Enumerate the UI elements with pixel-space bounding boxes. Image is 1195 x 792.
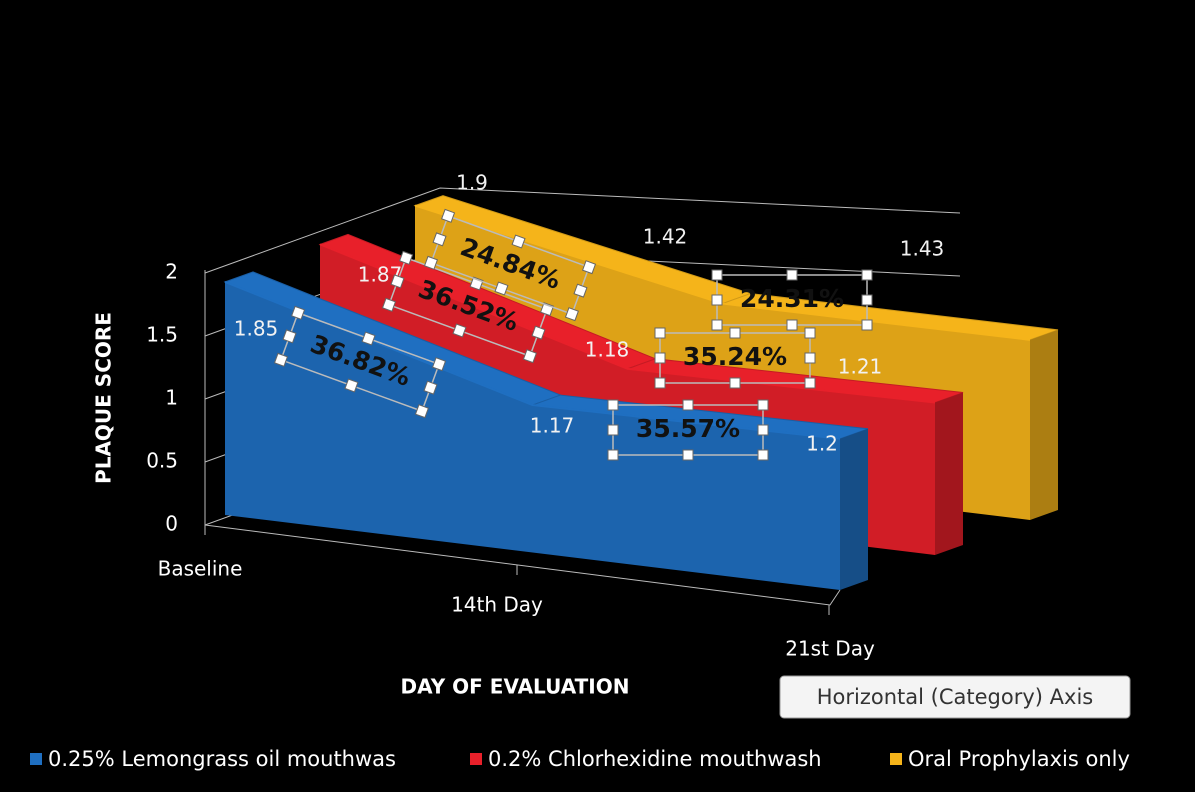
legend-swatch — [890, 753, 902, 765]
x-tick-label: Baseline — [158, 557, 243, 581]
selection-handle — [654, 352, 666, 364]
selection-handle — [361, 331, 376, 346]
selection-handle — [786, 269, 798, 281]
data-label: 1.43 — [900, 237, 945, 261]
selection-handle — [804, 377, 816, 389]
selection-handle — [344, 378, 359, 393]
y-axis-title: PLAQUE SCORE — [92, 312, 116, 484]
annotation: 24.31% — [711, 269, 873, 331]
selection-handle — [531, 325, 546, 340]
area-side-face — [840, 428, 868, 590]
selection-handle — [282, 329, 297, 344]
area-face — [225, 281, 840, 590]
area-top-edge — [319, 243, 936, 404]
annotation: 35.24% — [654, 327, 816, 389]
selection-handle — [607, 424, 619, 436]
selection-handle — [494, 281, 509, 296]
selection-handle — [682, 399, 694, 411]
selection-handle — [711, 319, 723, 331]
legend-swatch — [470, 753, 482, 765]
legend-label: 0.25% Lemongrass oil mouthwas — [48, 747, 396, 771]
selection-handle — [861, 269, 873, 281]
selection-handle — [654, 377, 666, 389]
data-label: 1.42 — [643, 225, 688, 249]
grid-line — [204, 187, 961, 274]
selection-handle — [804, 327, 816, 339]
annotation-text: 24.31% — [740, 284, 844, 313]
selection-handle — [757, 424, 769, 436]
selection-handle — [757, 449, 769, 461]
selection-handle — [861, 319, 873, 331]
selection-handle — [452, 323, 467, 338]
annotation-text: 35.57% — [636, 414, 740, 443]
y-tick-label: 1.5 — [146, 323, 178, 347]
selection-handle — [581, 260, 597, 275]
annotation: 35.57% — [607, 399, 769, 461]
selection-handle — [682, 449, 694, 461]
y-tick-label: 0 — [165, 512, 178, 536]
floor-line — [204, 524, 841, 606]
data-label: 1.85 — [234, 317, 279, 341]
area-side-face — [1030, 329, 1058, 520]
selection-handle — [729, 327, 741, 339]
x-tick-label: 14th Day — [451, 593, 543, 617]
selection-handle — [511, 234, 526, 249]
tooltip-text: Horizontal (Category) Axis — [817, 685, 1093, 709]
selection-handle — [423, 380, 438, 395]
selection-handle — [414, 404, 429, 419]
legend-label: 0.2% Chlorhexidine mouthwash — [488, 747, 822, 771]
selection-handle — [861, 294, 873, 306]
selection-handle — [522, 349, 537, 364]
selection-handle — [711, 269, 723, 281]
x-axis-title: DAY OF EVALUATION — [401, 675, 630, 699]
selection-handle — [607, 399, 619, 411]
selection-handle — [729, 377, 741, 389]
legend-label: Oral Prophylaxis only — [908, 747, 1130, 771]
selection-handle — [423, 255, 439, 270]
legend-swatch — [30, 753, 42, 765]
selection-handle — [654, 327, 666, 339]
selection-handle — [291, 305, 306, 320]
selection-handle — [273, 352, 289, 367]
selection-handle — [381, 297, 397, 312]
data-label: 1.18 — [585, 338, 630, 362]
selection-handle — [441, 208, 456, 223]
selection-handle — [804, 352, 816, 364]
selection-handle — [399, 250, 414, 265]
selection-handle — [786, 319, 798, 331]
selection-handle — [757, 399, 769, 411]
x-tick-label: 21st Day — [785, 637, 875, 661]
selection-handle — [573, 283, 588, 298]
y-tick-label: 2 — [165, 260, 178, 284]
data-label: 1.21 — [838, 355, 883, 379]
selection-handle — [564, 307, 579, 322]
data-label: 1.17 — [530, 414, 575, 438]
selection-handle — [607, 449, 619, 461]
data-label: 1.9 — [456, 171, 488, 195]
annotation-text: 35.24% — [683, 342, 787, 371]
area-side-face — [935, 392, 963, 555]
selection-handle — [390, 274, 405, 289]
tooltip-box — [779, 675, 1131, 719]
selection-handle — [432, 232, 447, 247]
selection-handle — [431, 357, 447, 372]
selection-handle — [711, 294, 723, 306]
y-tick-label: 0.5 — [146, 449, 178, 473]
data-label: 1.2 — [806, 432, 838, 456]
y-tick-label: 1 — [165, 386, 178, 410]
